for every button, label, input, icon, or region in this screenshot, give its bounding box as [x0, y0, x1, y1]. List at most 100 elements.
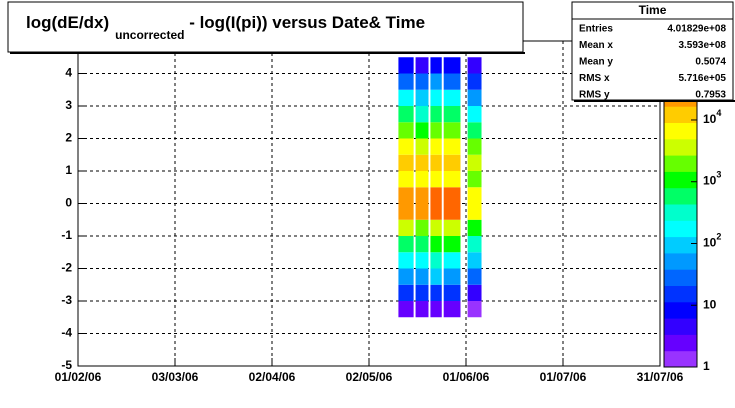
y-tick-label: -5 [61, 358, 72, 372]
heatmap-cell [430, 236, 442, 253]
y-tick-label: 2 [65, 131, 72, 145]
heatmap-cell [415, 73, 429, 90]
heatmap-cell [443, 171, 461, 188]
heatmap-cell [430, 89, 442, 106]
colorbar-segment [664, 350, 697, 368]
z-tick-exp: 2 [716, 232, 721, 242]
title-main: log(dE/dx) [26, 13, 109, 32]
heatmap-cell [443, 301, 461, 318]
heatmap-cell [443, 138, 461, 155]
colorbar-segment [664, 318, 697, 335]
z-tick-exp: 4 [716, 108, 721, 118]
heatmap-cell [398, 301, 414, 318]
colorbar-segment [664, 236, 697, 254]
heatmap-cell [467, 171, 482, 188]
heatmap-cell [398, 187, 414, 204]
heatmap-cell [415, 219, 429, 236]
x-tick-label: 01/06/06 [443, 370, 490, 384]
z-tick-label: 10 [703, 297, 717, 311]
stats-value: 3.593e+08 [678, 40, 726, 51]
heatmap-cell [415, 122, 429, 139]
heatmap-cell [430, 187, 442, 204]
x-tick-label: 01/07/06 [540, 370, 587, 384]
heatmap-cell [467, 187, 482, 204]
colorbar-segment [664, 334, 697, 352]
heatmap-cell [430, 122, 442, 139]
heatmap-cell [443, 89, 461, 106]
z-tick-label: 103 [703, 170, 721, 188]
colorbar-segment [664, 204, 697, 221]
chart-title: log(dE/dx) uncorrected - log(I(pi)) versu… [26, 13, 425, 42]
colorbar-segment [664, 269, 697, 286]
heatmap-cell [443, 268, 461, 285]
y-tick-label: 4 [65, 66, 72, 80]
y-tick-label: 1 [65, 163, 72, 177]
stats-value: 0.7953 [695, 90, 726, 101]
heatmap-cell [398, 203, 414, 220]
heatmap-cell [467, 73, 482, 90]
heatmap-cell [398, 73, 414, 90]
heatmap-cell [430, 268, 442, 285]
heatmap-cell [443, 284, 461, 301]
colorbar-segment [664, 220, 697, 238]
x-tick-label: 31/07/06 [637, 370, 684, 384]
heatmap-cell [398, 171, 414, 188]
heatmap-cell [467, 138, 482, 155]
colorbar-segment [664, 106, 697, 123]
y-tick-label: -1 [61, 228, 72, 242]
heatmap-cell [415, 89, 429, 106]
colorbar-segment [664, 122, 697, 140]
stats-label: Mean x [579, 40, 613, 51]
heatmap-cell [415, 301, 429, 318]
colorbar-segment [664, 301, 697, 319]
z-tick-base: 10 [703, 236, 717, 250]
stats-label: Entries [579, 24, 613, 35]
x-tick-label: 01/02/06 [55, 370, 102, 384]
heatmap-cell [430, 171, 442, 188]
heatmap-cell [430, 203, 442, 220]
heatmap-cell [415, 154, 429, 171]
stats-value: 4.01829e+08 [667, 24, 726, 35]
heatmap-cell [467, 219, 482, 236]
y-tick-label: -4 [61, 326, 72, 340]
z-tick-base: 10 [703, 112, 717, 126]
heatmap-cell [415, 171, 429, 188]
z-tick-label: 104 [703, 108, 721, 126]
heatmap-cell [398, 236, 414, 253]
heatmap-cell [467, 301, 482, 318]
stats-label: RMS y [579, 90, 610, 101]
heatmap-cell [443, 236, 461, 253]
heatmap-cell [415, 203, 429, 220]
heatmap-cell [467, 236, 482, 253]
heatmap-cell [415, 187, 429, 204]
heatmap-cell [467, 252, 482, 269]
heatmap-cell [430, 106, 442, 123]
heatmap-cell [430, 73, 442, 90]
heatmap-cell [398, 154, 414, 171]
title-shadow [10, 52, 525, 54]
x-tick-label: 03/03/06 [152, 370, 199, 384]
heatmap-cell [415, 236, 429, 253]
x-tick-label: 02/05/06 [346, 370, 393, 384]
title-rest: - log(I(pi)) versus Date& Time [184, 13, 425, 32]
stats-label: RMS x [579, 73, 610, 84]
colorbar-segment [664, 252, 697, 270]
heatmap-cell [467, 89, 482, 106]
heatmap-cell [467, 284, 482, 301]
z-tick-label: 1 [703, 359, 710, 373]
heatmap-cell [467, 57, 482, 74]
stats-label: Mean y [579, 57, 613, 68]
heatmap-cell [415, 57, 429, 74]
heatmap-cell [430, 284, 442, 301]
heatmap-cell [415, 106, 429, 123]
y-tick-label: 3 [65, 98, 72, 112]
heatmap-cell [430, 219, 442, 236]
colorbar-segment [664, 285, 697, 303]
heatmap-cell [443, 187, 461, 204]
x-tick-label: 02/04/06 [249, 370, 296, 384]
heatmap-cell [443, 203, 461, 220]
heatmap-cell [398, 219, 414, 236]
heatmap-cell [443, 73, 461, 90]
heatmap-cell [415, 284, 429, 301]
